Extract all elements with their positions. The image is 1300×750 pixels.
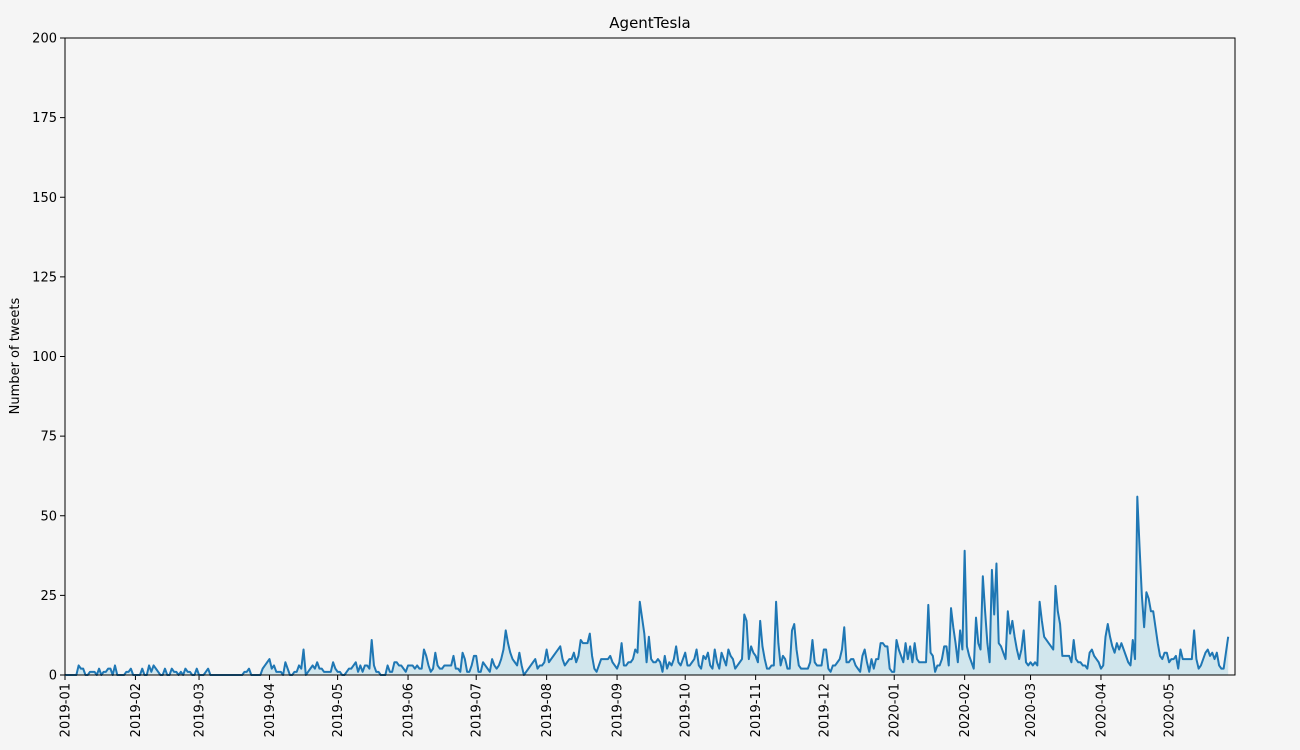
y-tick-label: 75 [40, 430, 57, 445]
x-tick-label: 2019-05 [331, 683, 346, 737]
x-tick-label: 2019-12 [817, 683, 832, 737]
x-tick-label: 2019-02 [129, 683, 144, 737]
x-tick-label: 2020-05 [1163, 683, 1178, 737]
x-tick-label: 2020-02 [958, 683, 973, 737]
y-tick-label: 175 [32, 111, 57, 126]
y-tick-label: 100 [32, 350, 57, 365]
y-tick-label: 125 [32, 270, 57, 285]
x-tick-label: 2020-01 [888, 683, 903, 737]
y-tick-label: 25 [40, 589, 57, 604]
chart-title: AgentTesla [609, 14, 690, 32]
y-tick-label: 0 [49, 669, 57, 684]
x-tick-label: 2019-01 [59, 683, 74, 737]
x-tick-label: 2019-08 [540, 683, 555, 737]
x-tick-label: 2020-04 [1094, 683, 1109, 737]
x-tick-label: 2019-04 [263, 683, 278, 737]
x-tick-label: 2019-07 [470, 683, 485, 737]
x-tick-label: 2019-03 [193, 683, 208, 737]
plot-frame [64, 37, 1236, 676]
x-tick-label: 2020-03 [1024, 683, 1039, 737]
x-tick-label: 2019-09 [611, 683, 626, 737]
y-tick-label: 50 [40, 509, 57, 524]
x-tick-label: 2019-10 [679, 683, 694, 737]
y-tick-label: 150 [32, 191, 57, 206]
x-tick-label: 2019-06 [402, 683, 417, 737]
x-tick-label: 2019-11 [749, 683, 764, 737]
y-axis-label: Number of tweets [8, 297, 23, 414]
y-tick-label: 200 [32, 32, 57, 47]
